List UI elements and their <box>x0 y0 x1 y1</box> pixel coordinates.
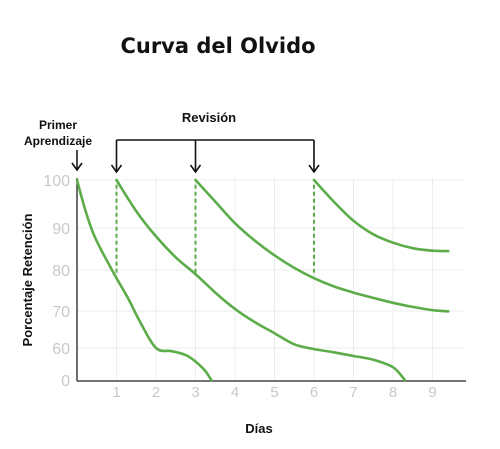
x-tick-label: 4 <box>231 384 239 401</box>
y-tick-label: 60 <box>52 341 70 358</box>
x-tick-label: 8 <box>389 384 397 401</box>
axes <box>76 178 466 382</box>
x-tick-label: 5 <box>270 384 278 401</box>
y-tick-label: 100 <box>43 173 70 190</box>
y-tick-label: 70 <box>52 304 70 321</box>
x-tick-label: 2 <box>152 384 160 401</box>
review-arrow-head-day-1 <box>110 164 123 174</box>
review-lines <box>115 184 315 276</box>
first-learning-label-line2: Aprendizaje <box>24 134 92 148</box>
chart-title: Curva del Olvido <box>120 34 315 58</box>
retention-curve-1 <box>75 178 213 382</box>
retention-curves <box>75 178 450 382</box>
y-axis-label: Porcentaje Retención <box>20 213 35 346</box>
x-tick-label: 7 <box>349 384 357 401</box>
retention-curve-3 <box>194 178 450 313</box>
retention-curve-4 <box>312 178 450 253</box>
first-learning-arrow-head <box>71 162 83 172</box>
review-arrow-head-day-3 <box>189 164 202 174</box>
x-tick-labels: 1 2 3 4 5 6 7 8 9 <box>112 384 436 401</box>
y-tick-label: 90 <box>52 221 70 238</box>
y-tick-labels: 0 60 70 80 90 100 <box>43 173 70 390</box>
y-tick-label: 0 <box>61 373 70 390</box>
review-label: Revisión <box>182 110 236 125</box>
retention-curve-2 <box>115 178 407 382</box>
arrows <box>71 139 320 174</box>
first-learning-label-line1: Primer <box>39 118 77 132</box>
x-tick-label: 3 <box>191 384 199 401</box>
y-tick-label: 80 <box>52 263 70 280</box>
x-tick-label: 9 <box>428 384 436 401</box>
x-axis-label: Días <box>245 421 272 436</box>
x-tick-label: 1 <box>112 384 120 401</box>
x-tick-label: 6 <box>310 384 318 401</box>
review-arrow-head-day-6 <box>308 164 320 174</box>
